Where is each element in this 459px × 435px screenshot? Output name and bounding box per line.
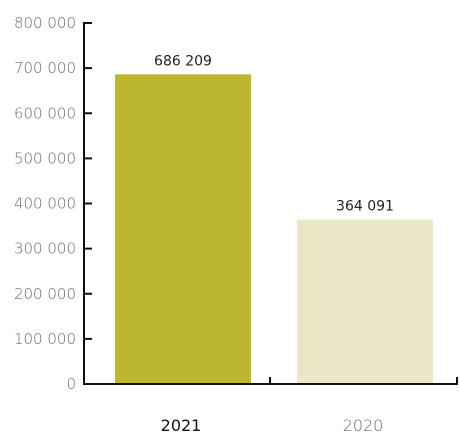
x-category-label: 2021: [161, 416, 202, 435]
bar-2021: [115, 74, 251, 384]
axes: [83, 22, 458, 385]
bar-value-label: 686 209: [154, 53, 212, 69]
y-axis-ticks: 0 100 000 200 000 300 000 400 000 500 000 600 …: [14, 14, 92, 393]
y-tick-label: 800 000: [14, 14, 76, 32]
y-tick-label: 0: [66, 375, 76, 393]
bar-2020: [297, 219, 433, 384]
x-category-label: 2020: [343, 416, 384, 435]
y-tick-label: 200 000: [14, 285, 76, 303]
x-axis-category-labels: 2021 2020: [161, 416, 384, 435]
y-tick-label: 500 000: [14, 149, 76, 167]
bars: 686 209 364 091: [115, 53, 433, 384]
bar-value-label: 364 091: [336, 199, 394, 215]
y-tick-label: 100 000: [14, 330, 76, 348]
y-tick-label: 300 000: [14, 240, 76, 258]
y-tick-label: 400 000: [14, 195, 76, 213]
y-tick-label: 700 000: [14, 59, 76, 77]
y-tick-label: 600 000: [14, 104, 76, 122]
